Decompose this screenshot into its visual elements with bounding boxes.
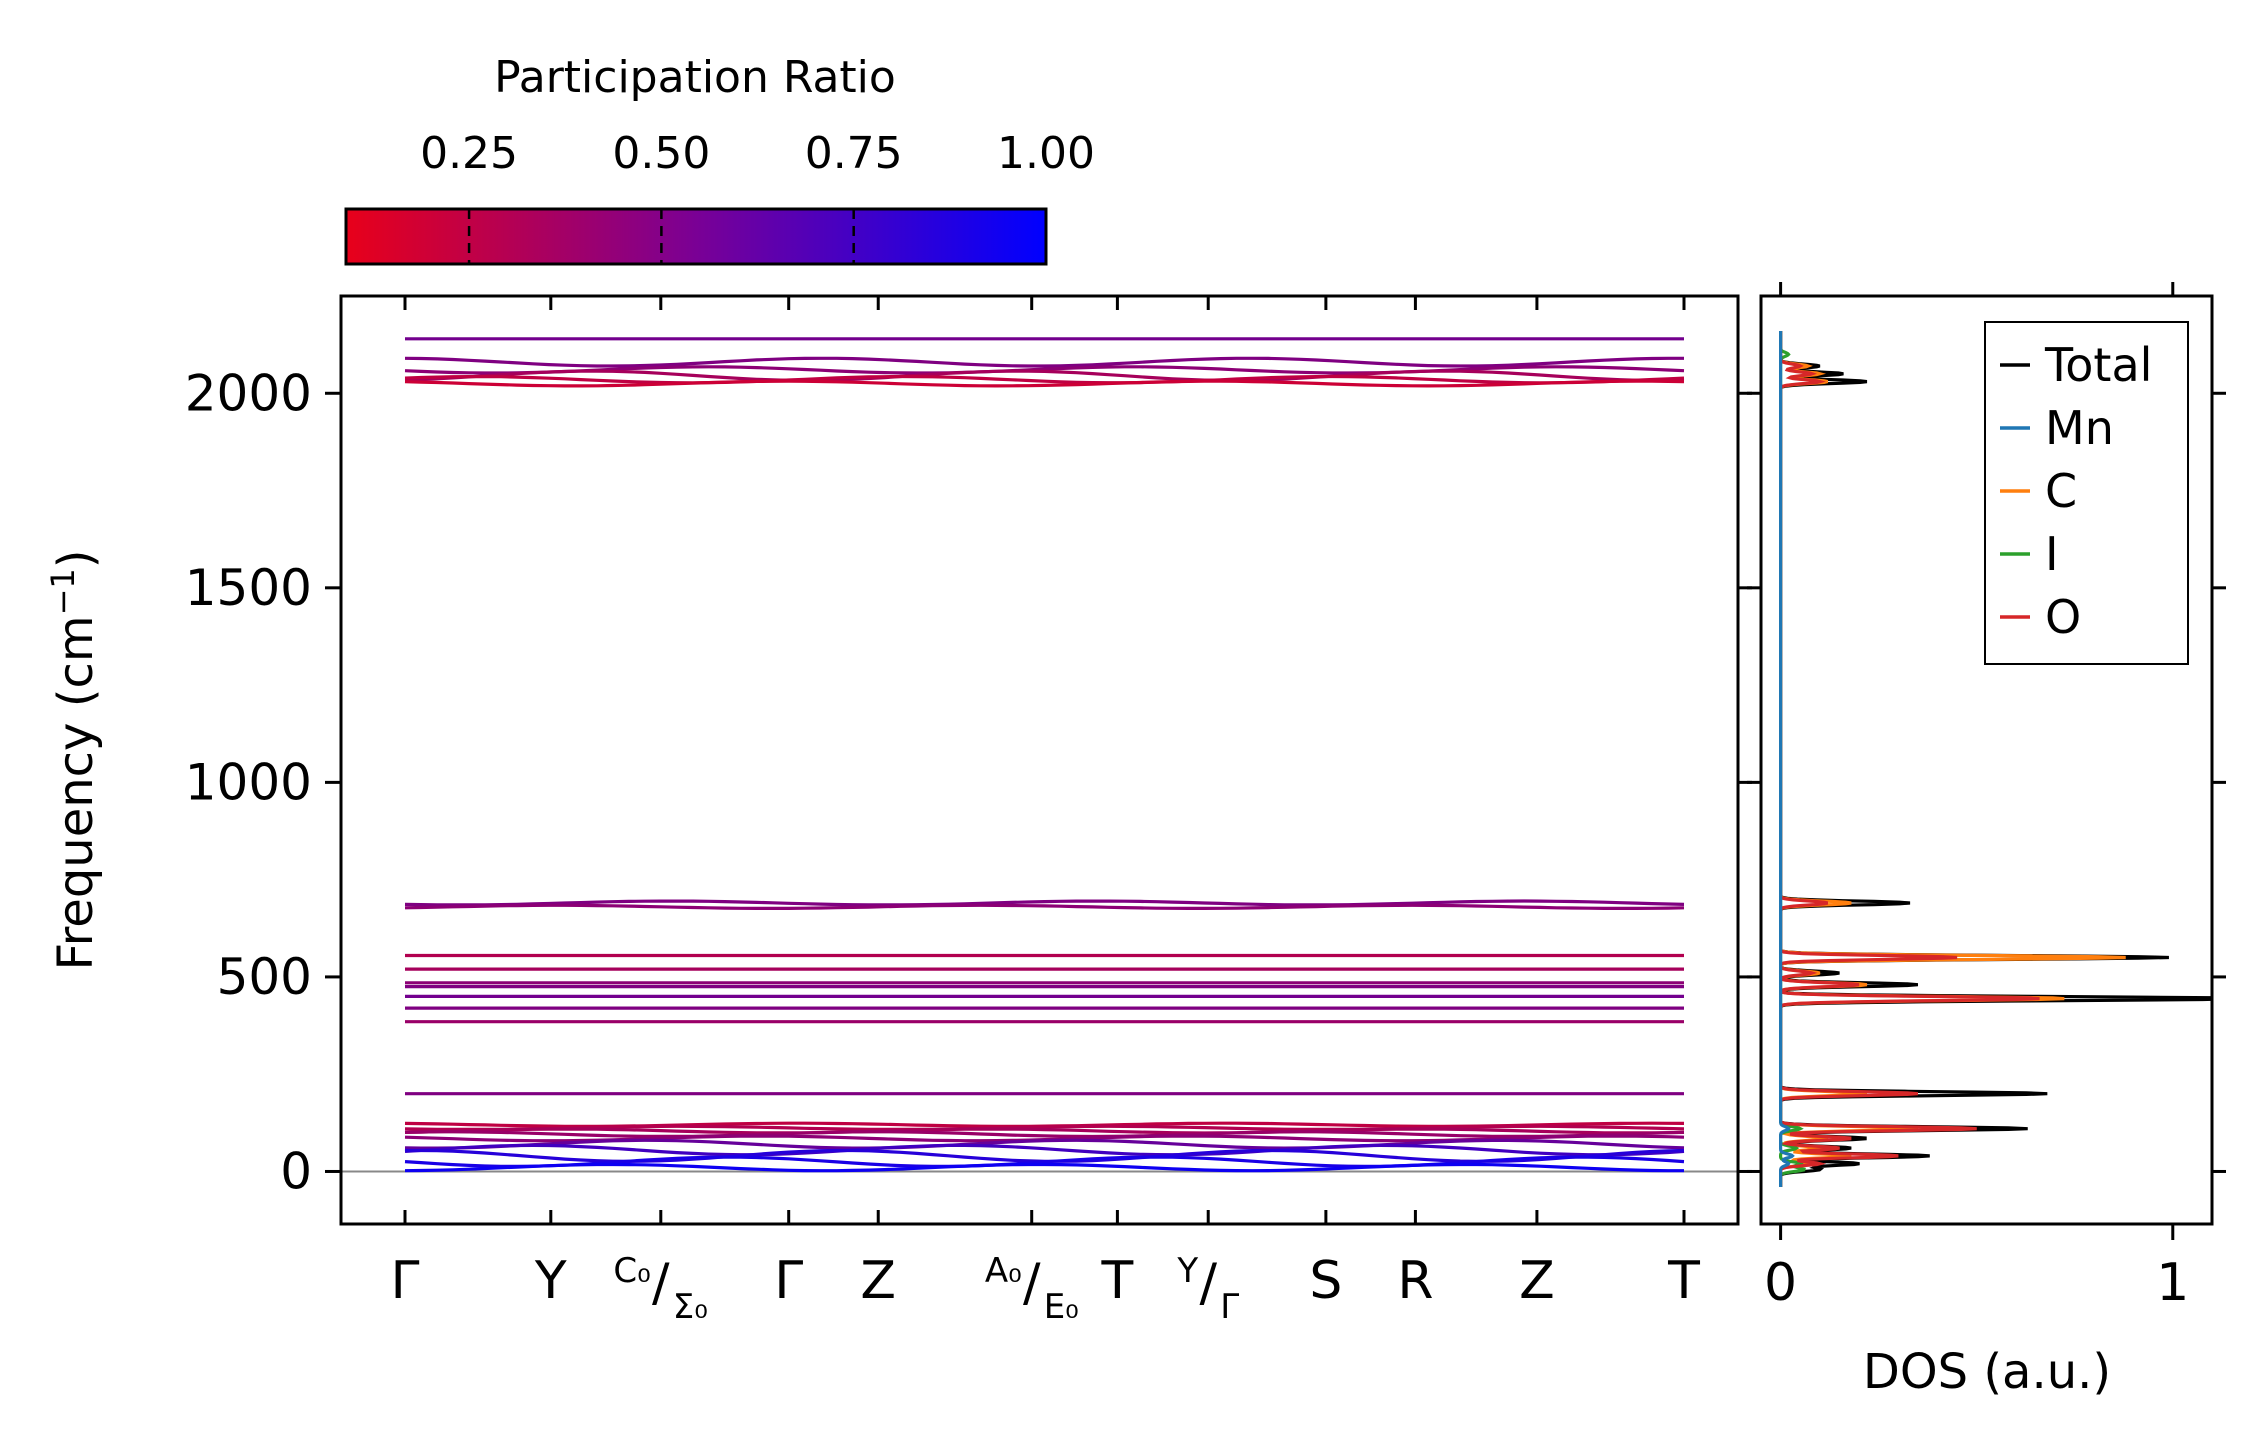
y-axis-label-close: ) bbox=[48, 549, 104, 568]
colorbar-tick-label: 1.00 bbox=[997, 128, 1095, 179]
phonon-band bbox=[404, 1143, 1685, 1157]
dos-series-mn bbox=[1778, 331, 1795, 1187]
k-point-label: Z bbox=[860, 1251, 896, 1311]
legend-frame bbox=[1984, 321, 2189, 665]
phonon-band bbox=[404, 365, 1685, 375]
phonon-band bbox=[404, 1127, 1685, 1135]
legend-label-total: Total bbox=[2044, 338, 2152, 392]
k-point-label-slash: / bbox=[652, 1253, 670, 1313]
y-tick-label: 500 bbox=[217, 948, 312, 1006]
k-point-label: Γ bbox=[774, 1251, 803, 1311]
legend-label-i: I bbox=[2045, 527, 2059, 581]
phonon-band bbox=[404, 899, 1685, 907]
colorbar-tick-label: 0.25 bbox=[420, 128, 518, 179]
y-tick-label: 2000 bbox=[185, 364, 312, 422]
k-point-label-top: C₀ bbox=[613, 1251, 650, 1291]
k-point-label: T bbox=[1667, 1251, 1700, 1311]
y-tick-label: 0 bbox=[280, 1142, 312, 1200]
k-point-label: S bbox=[1309, 1251, 1342, 1311]
dos-legend: Total Mn CIO bbox=[1984, 321, 2189, 665]
k-point-label: Γ bbox=[391, 1251, 420, 1311]
colorbar-title: Participation Ratio bbox=[494, 52, 896, 103]
dos-x-axis-label: DOS (a.u.) bbox=[1863, 1344, 2111, 1400]
y-tick-label: 1500 bbox=[185, 559, 312, 617]
colorbar-tick-label: 0.50 bbox=[612, 128, 710, 179]
phonon-band bbox=[404, 903, 1685, 911]
dos-x-tick-label: 1 bbox=[2156, 1253, 2189, 1313]
dos-x-tick-label: 0 bbox=[1764, 1253, 1797, 1313]
k-point-label-bottom: Σ₀ bbox=[673, 1287, 708, 1327]
k-point-label-top: Y bbox=[1176, 1251, 1198, 1291]
colorbar-tick-label: 0.75 bbox=[805, 128, 903, 179]
k-point-label-slash: / bbox=[1023, 1253, 1041, 1313]
legend-label-o: O bbox=[2045, 590, 2081, 644]
k-point-label: R bbox=[1397, 1251, 1433, 1311]
phonon-band bbox=[404, 1155, 1685, 1169]
phonon-band bbox=[404, 1124, 1685, 1132]
legend-label-c: C bbox=[2045, 464, 2077, 518]
colorbar-gradient bbox=[344, 207, 1048, 266]
phonon-band bbox=[404, 379, 1685, 388]
legend-label-mn: Mn bbox=[2045, 401, 2114, 455]
k-point-label: Z bbox=[1519, 1251, 1555, 1311]
phonon-band bbox=[404, 369, 1685, 383]
phonon-band bbox=[404, 374, 1685, 385]
colorbar: Participation Ratio 0.25 0.50 0.75 1.00 bbox=[344, 52, 1095, 266]
k-point-label-bottom: Γ bbox=[1220, 1287, 1239, 1327]
y-axis-label: Frequency (cm−1) bbox=[44, 549, 104, 970]
phonon-band bbox=[404, 1138, 1685, 1150]
k-point-label-top: A₀ bbox=[985, 1251, 1022, 1291]
y-axis-label-main: Frequency (cm bbox=[48, 615, 104, 970]
phonon-band bbox=[404, 1162, 1684, 1173]
k-point-label-slash: / bbox=[1199, 1253, 1217, 1313]
dos-panel: 0 1 DOS (a.u.) Total Mn CIO bbox=[1747, 282, 2226, 1400]
phonon-band bbox=[404, 356, 1684, 368]
dos-plot-frame bbox=[1759, 294, 2214, 1226]
band-plot-frame bbox=[339, 294, 1740, 1226]
dos-series-i bbox=[1778, 331, 1806, 1187]
phonon-band bbox=[404, 1130, 1685, 1139]
y-tick-label: 1000 bbox=[185, 753, 312, 811]
k-point-label: Y bbox=[534, 1251, 567, 1311]
k-point-label: T bbox=[1101, 1251, 1134, 1311]
k-point-label-bottom: E₀ bbox=[1044, 1287, 1079, 1327]
y-axis-label-superscript: −1 bbox=[44, 568, 82, 615]
